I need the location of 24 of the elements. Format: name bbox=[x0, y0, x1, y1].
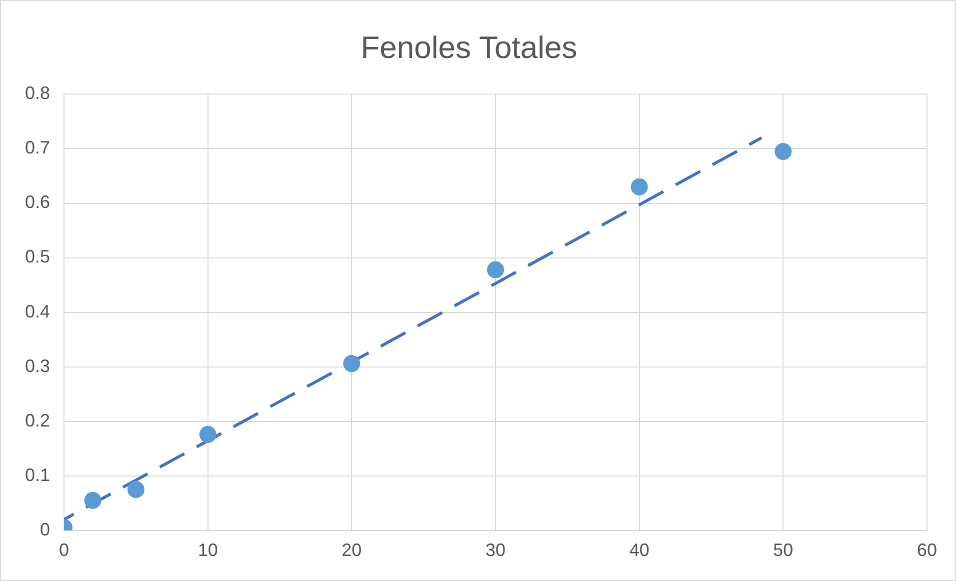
x-tick-label: 10 bbox=[198, 540, 218, 560]
y-tick-label: 0.1 bbox=[24, 464, 50, 485]
y-tick-label: 0.3 bbox=[24, 356, 50, 376]
point bbox=[84, 492, 102, 509]
x-tick-label: 0 bbox=[59, 540, 70, 560]
point bbox=[774, 142, 792, 160]
y-tick-label: 0 bbox=[40, 519, 50, 540]
y-tick-label: 0.8 bbox=[24, 83, 50, 104]
chart-title: Fenoles Totales bbox=[360, 30, 578, 66]
point bbox=[127, 481, 144, 498]
x-tick-label: 60 bbox=[916, 540, 938, 560]
y-tick-label: 0.2 bbox=[24, 410, 50, 430]
x-tick-label: 20 bbox=[342, 540, 362, 560]
y-tick-label: 0.5 bbox=[24, 246, 50, 267]
y-tick-label: 0.6 bbox=[24, 192, 50, 212]
point bbox=[199, 426, 216, 443]
x-tick-label: 50 bbox=[773, 540, 794, 560]
x-tick-label: 30 bbox=[485, 540, 506, 560]
x-tick-label: 40 bbox=[629, 540, 650, 560]
y-tick-label: 0.4 bbox=[24, 301, 50, 322]
point bbox=[630, 178, 648, 196]
y-tick-label: 0.7 bbox=[24, 138, 50, 158]
point bbox=[487, 261, 504, 278]
point bbox=[343, 355, 360, 372]
